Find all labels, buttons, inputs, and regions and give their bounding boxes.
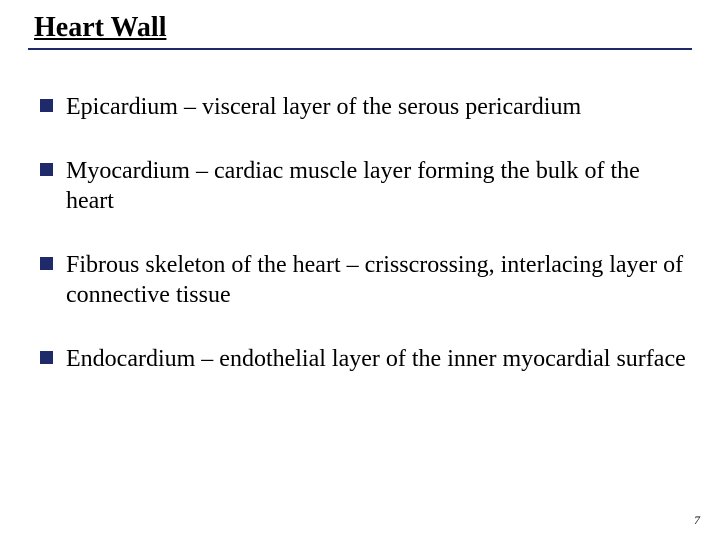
bullet-list: Epicardium – visceral layer of the serou… <box>28 92 692 374</box>
list-item: Fibrous skeleton of the heart – crisscro… <box>38 250 692 310</box>
list-item: Endocardium – endothelial layer of the i… <box>38 344 692 374</box>
title-rule: Heart Wall <box>28 12 692 50</box>
list-item: Epicardium – visceral layer of the serou… <box>38 92 692 122</box>
list-item: Myocardium – cardiac muscle layer formin… <box>38 156 692 216</box>
slide: Heart Wall Epicardium – visceral layer o… <box>0 0 720 540</box>
page-number: 7 <box>694 513 700 528</box>
slide-title: Heart Wall <box>28 12 692 44</box>
